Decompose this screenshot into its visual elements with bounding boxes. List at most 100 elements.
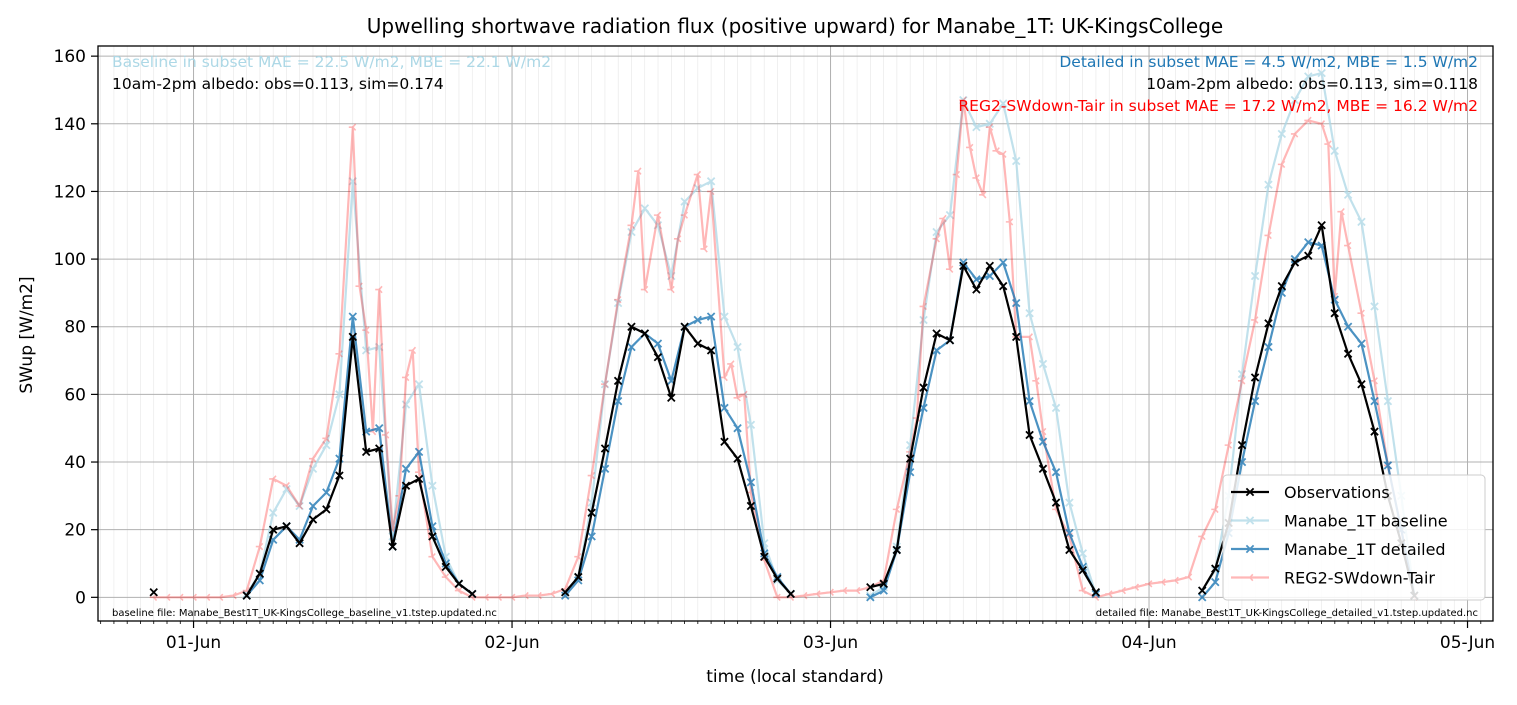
data-point [374,423,384,433]
data-point [733,342,742,352]
legend-marker [1245,544,1255,554]
data-point [959,96,967,104]
data-point [653,221,663,230]
data-point [1290,258,1300,267]
data-point [268,508,278,518]
data-point [640,285,649,294]
legend-marker [1245,516,1255,525]
data-point [375,285,383,294]
data-point [1038,359,1048,369]
data-point [1370,396,1379,406]
data-point [1005,218,1014,226]
data-point [1051,498,1061,507]
y-tick-label: 60 [64,385,86,405]
data-point [441,573,450,581]
data-point [1025,308,1034,318]
legend-marker [1245,487,1255,497]
data-point [1251,316,1259,324]
data-point [322,434,330,443]
x-tick-label: 04-Jun [1121,633,1176,653]
y-tick-label: 160 [54,47,86,67]
data-point [1370,377,1378,385]
data-point [521,591,529,600]
detailed-albedo-annotation: 10am-2pm albedo: obs=0.113, sim=0.118 [1146,75,1478,93]
data-point [322,505,331,514]
data-point [428,532,437,541]
data-point [720,437,729,446]
data-point [627,227,636,237]
grid [98,46,1493,621]
data-point [1051,403,1061,413]
data-point [693,315,702,325]
data-point [892,505,901,514]
data-point [653,211,662,219]
data-point [680,211,689,219]
data-point [1078,566,1088,575]
data-point [1317,68,1326,78]
data-point [1038,464,1048,474]
data-point [1264,231,1272,240]
data-point [1237,440,1247,450]
data-point [614,295,622,304]
data-point [408,346,417,355]
data-point [374,342,384,352]
data-point [560,591,570,600]
data-point [746,501,756,511]
data-point [600,464,610,474]
data-point [295,538,304,548]
y-tick-label: 100 [54,250,86,270]
data-point [508,593,516,602]
data-point [667,285,675,294]
x-tick-label: 01-Jun [166,633,221,653]
data-point [673,235,682,243]
data-point [282,481,290,490]
data-point [1383,396,1393,406]
data-point [959,258,968,267]
data-point [1277,129,1287,139]
data-point [866,591,875,600]
data-point [587,532,596,541]
data-point [454,579,464,589]
data-point [998,281,1008,291]
detailed-stats-annotation: Detailed in subset MAE = 4.5 W/m2, MBE =… [1059,53,1478,71]
data-point [1065,528,1074,538]
x-axis-label: time (local standard) [706,667,884,687]
data-point [229,591,237,600]
y-tick-label: 20 [64,521,86,541]
data-point [255,569,265,578]
data-point [945,265,954,273]
data-point [361,447,371,457]
data-point [428,553,436,561]
data-point [1032,377,1040,385]
data-point [972,122,981,132]
data-point [587,508,596,518]
data-point [999,150,1007,158]
data-point [1237,369,1247,379]
data-point [1317,221,1326,230]
data-point [163,593,171,602]
data-point [1290,95,1300,105]
data-point [401,400,411,409]
legend-entry: Manabe_1T baseline [1284,512,1448,532]
data-point [879,579,888,589]
data-point [972,174,980,182]
data-point [653,352,663,362]
data-point [308,454,317,463]
data-point [547,590,556,598]
data-point [255,542,264,551]
data-point [985,261,995,271]
data-point [693,170,702,179]
data-point [587,471,596,480]
plot-frame [97,45,1494,622]
data-point [866,593,875,602]
data-point [322,488,331,497]
series-layer [149,68,1419,602]
data-point [839,586,848,595]
data-point [627,322,636,331]
data-point [613,298,623,308]
data-point [627,342,636,352]
data-point [919,302,927,311]
data-point [1277,281,1287,291]
data-point [680,197,689,206]
data-point [1304,116,1312,125]
